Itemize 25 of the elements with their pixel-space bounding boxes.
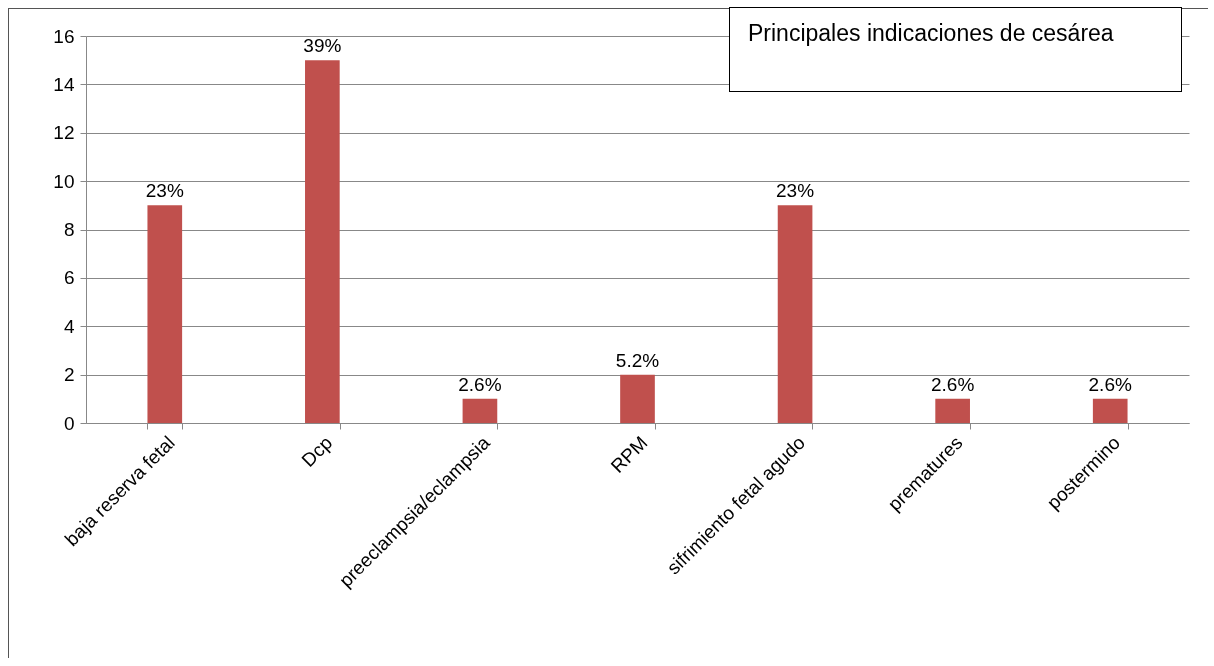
annotation: 23% [776,180,815,202]
bar [1092,398,1128,423]
y-tick-label: 14 [53,73,75,95]
annotation: 39% [303,35,342,57]
y-tick-label: 0 [63,412,75,434]
bar [777,205,813,423]
y-tick-label: 8 [63,219,75,240]
y-tick-label: 4 [63,315,75,337]
annotation: 5.2% [615,349,660,371]
annotation: 2.6% [930,373,975,395]
y-tick-label: 12 [53,122,75,144]
bar [935,398,970,423]
y-tick-label: 6 [63,267,75,289]
annotation: 2.6% [458,373,502,395]
y-tick-label: 2 [63,364,75,386]
y-tick-label: 10 [53,170,75,192]
bar [462,398,498,423]
bar [620,374,655,423]
text-box: Principales indicaciones de cesárea [729,7,1182,92]
bar [147,205,183,423]
x-tick-label: Dcp [297,432,337,471]
y-tick-label: 16 [53,25,75,47]
bar [305,60,340,423]
annotation: 23% [145,180,184,202]
annotation: 2.6% [1088,373,1132,395]
